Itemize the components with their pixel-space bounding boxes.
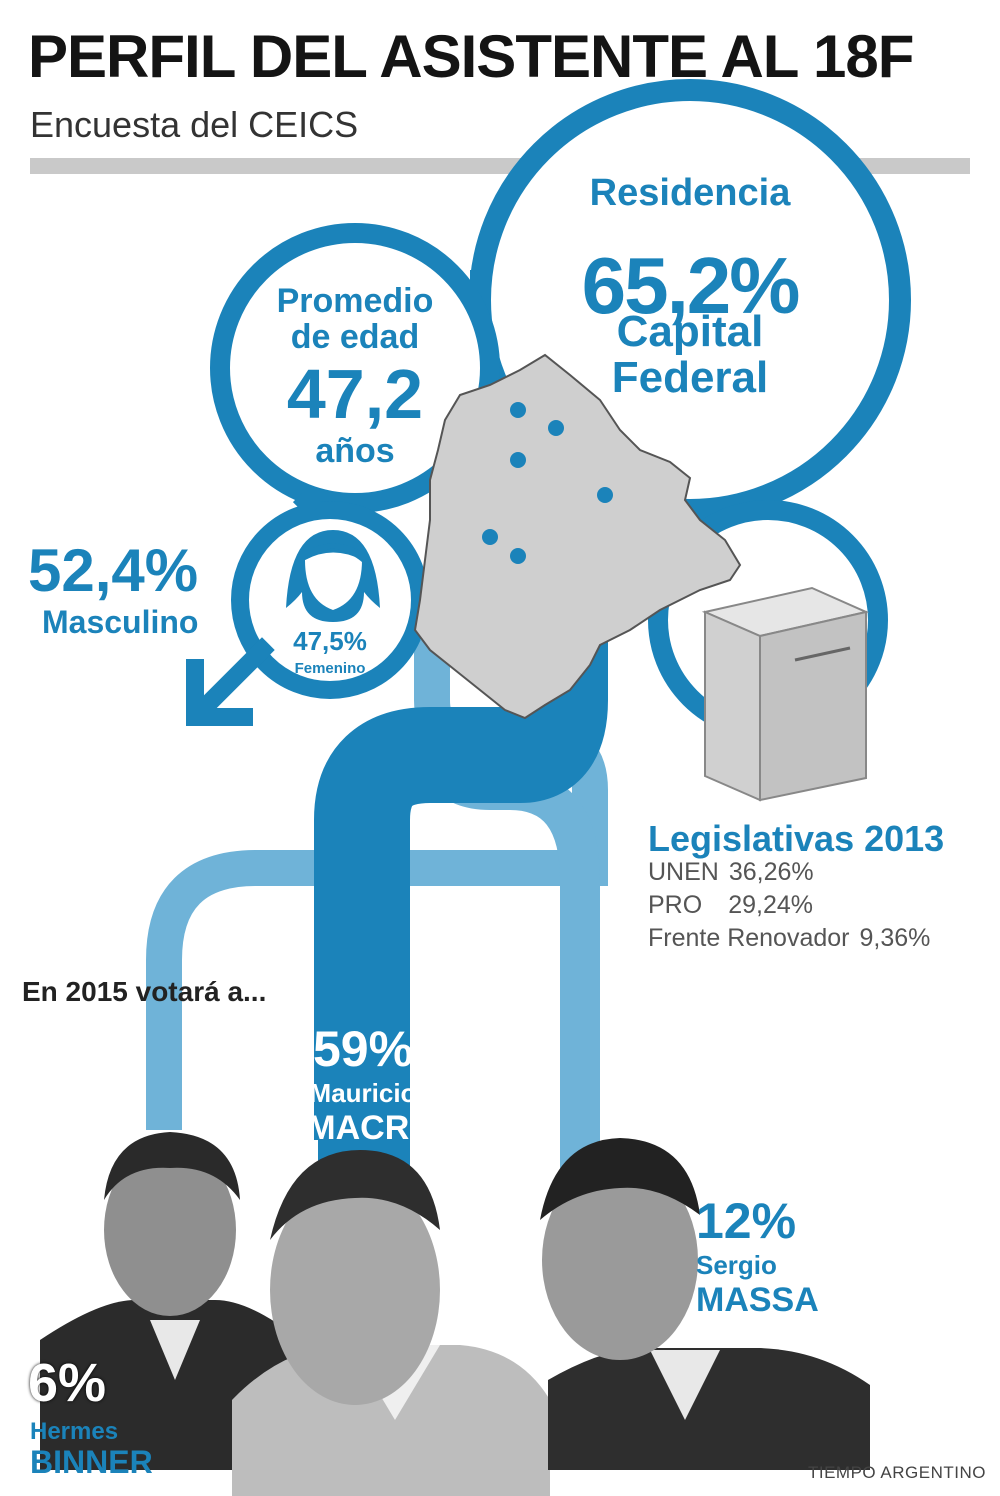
party-value: 9,36% <box>859 924 931 952</box>
legislativas-row-frente-renovador: Frente Renovador 9,36% <box>648 924 930 953</box>
macri-pct: 59% <box>312 1021 414 1077</box>
woman-head-icon <box>286 530 380 622</box>
residence-value: 65,2% <box>581 241 801 330</box>
male-value: 52,4% <box>28 537 199 604</box>
binner-last-name: BINNER <box>30 1444 153 1480</box>
legislativas-row-unen: UNEN 36,26% <box>648 858 814 887</box>
connector-age-gender <box>292 487 323 518</box>
legislativas-row-pro: PRO 29,24% <box>648 891 813 920</box>
macri-portrait <box>232 1150 550 1496</box>
massa-stat: 12% Sergio MASSA <box>696 1192 819 1320</box>
page-subtitle: Encuesta del CEICS <box>30 104 359 145</box>
male-label: Masculino <box>42 604 199 640</box>
massa-portrait <box>540 1138 870 1470</box>
ballot-box-icon <box>701 586 870 802</box>
massa-pct: 12% <box>696 1193 797 1249</box>
female-label: Femenino <box>294 660 366 677</box>
binner-pct: 6% <box>28 1353 107 1413</box>
legislativas-title: Legislativas 2013 <box>648 818 945 859</box>
massa-first-name: Sergio <box>696 1250 777 1280</box>
party-name: UNEN <box>648 858 719 886</box>
party-value: 29,24% <box>728 891 813 919</box>
female-value: 47,5% <box>293 626 367 656</box>
residence-place-line1: Capital <box>616 307 764 356</box>
party-name: Frente Renovador <box>648 924 850 952</box>
age-unit: años <box>315 432 395 470</box>
map-dots <box>482 402 613 564</box>
vote-2015-label: En 2015 votará a... <box>22 976 267 1007</box>
source-credit: TIEMPO ARGENTINO <box>807 1463 986 1482</box>
page-title: PERFIL DEL ASISTENTE AL 18F <box>28 23 914 90</box>
age-value: 47,2 <box>286 355 424 433</box>
macri-stat: 59% Mauricio MACRI <box>300 1020 426 1148</box>
residence-label: Residencia <box>589 172 791 214</box>
party-name: PRO <box>648 891 703 919</box>
macri-ribbon <box>314 640 608 1175</box>
massa-last-name: MASSA <box>696 1281 819 1319</box>
macri-last-name: MACRI <box>307 1109 419 1147</box>
residence-place-line2: Federal <box>611 353 769 402</box>
macri-first-name: Mauricio <box>309 1078 417 1108</box>
party-value: 36,26% <box>728 858 814 886</box>
binner-first-name: Hermes <box>30 1418 119 1445</box>
age-label-line2: de edad <box>290 318 420 356</box>
age-label-line1: Promedio <box>276 282 434 320</box>
male-arrow-icon <box>186 637 275 726</box>
age-circle <box>210 223 500 513</box>
province-map <box>413 353 742 720</box>
